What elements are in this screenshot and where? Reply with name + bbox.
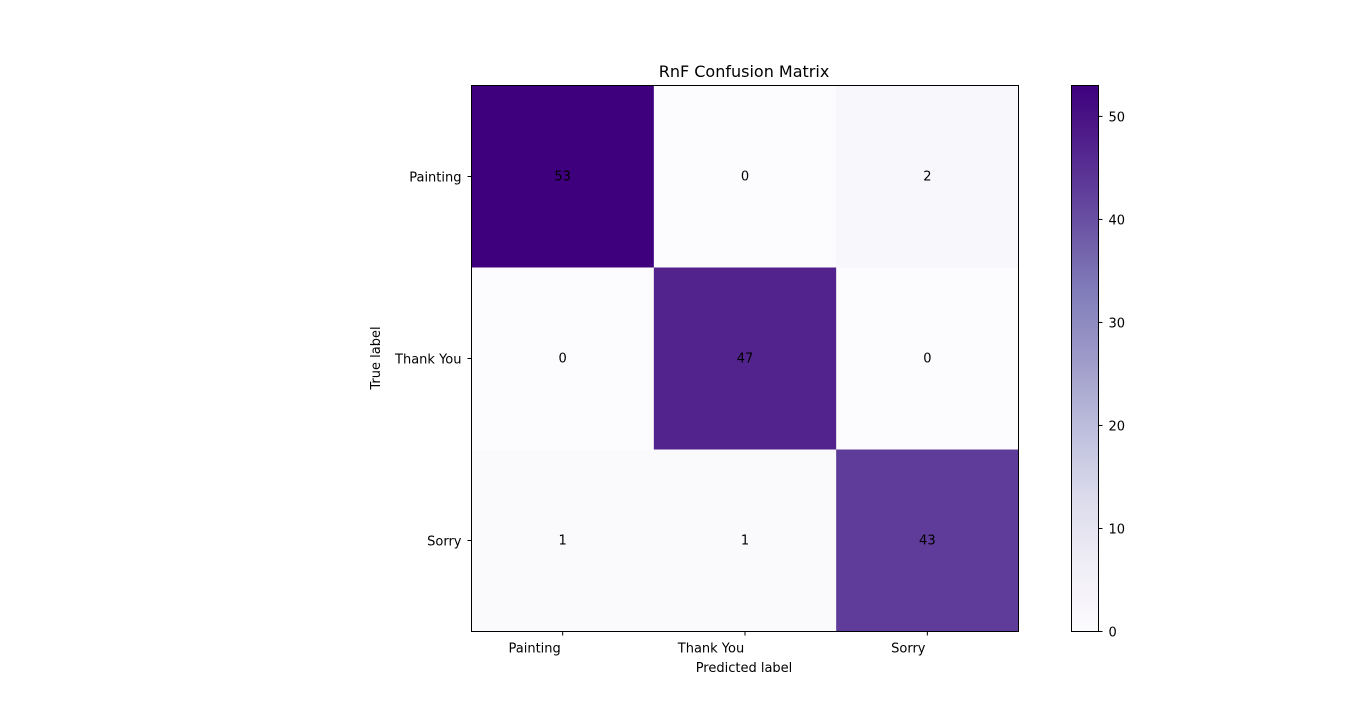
y-axis-label: True label (369, 326, 384, 390)
heatmap-cell (653, 85, 837, 268)
colorbar-tick-label: 50 (1109, 110, 1126, 125)
colorbar-tick-label: 40 (1109, 213, 1126, 228)
cell-value-label: 53 (554, 170, 571, 185)
heatmap-cell (836, 267, 1019, 450)
heatmap-cell (471, 85, 655, 268)
cell-value-label: 2 (923, 170, 931, 185)
heatmap-cell (836, 449, 1019, 632)
cell-value-label: 1 (559, 534, 567, 549)
cell-value-label: 0 (741, 170, 749, 185)
x-axis-label: Predicted label (696, 661, 793, 676)
heatmap-cell (471, 267, 655, 450)
y-tick-label: Thank You (394, 353, 461, 368)
chart-title: RnF Confusion Matrix (659, 62, 830, 81)
colorbar-tick-label: 10 (1109, 522, 1126, 537)
cell-value-label: 1 (741, 534, 749, 549)
heatmap-cell (653, 449, 837, 632)
x-tick-label: Thank You (677, 642, 744, 657)
x-tick-label: Painting (509, 642, 561, 657)
colorbar-tick-label: 0 (1109, 626, 1117, 641)
y-tick-label: Painting (409, 171, 461, 186)
y-tick-label: Sorry (427, 535, 462, 550)
colorbar (1071, 85, 1099, 632)
y-axis-ticks: Painting Thank You Sorry (394, 171, 472, 550)
heatmap-cell (653, 267, 837, 450)
cell-value-label: 47 (737, 352, 754, 367)
cell-value-label: 0 (923, 352, 931, 367)
heatmap-cells (471, 85, 1019, 632)
colorbar-ticks: 0 10 20 30 40 50 (1098, 110, 1126, 641)
x-axis-ticks: Painting Thank You Sorry (509, 631, 928, 657)
heatmap-cell (836, 85, 1019, 268)
cell-annotations: 53 0 2 0 47 0 1 1 43 (554, 170, 935, 549)
x-tick-label: Sorry (891, 642, 926, 657)
heatmap-cell (471, 449, 655, 632)
colorbar-tick-label: 30 (1109, 316, 1126, 331)
cell-value-label: 43 (919, 534, 936, 549)
colorbar-tick-label: 20 (1109, 419, 1126, 434)
cell-value-label: 0 (559, 352, 567, 367)
